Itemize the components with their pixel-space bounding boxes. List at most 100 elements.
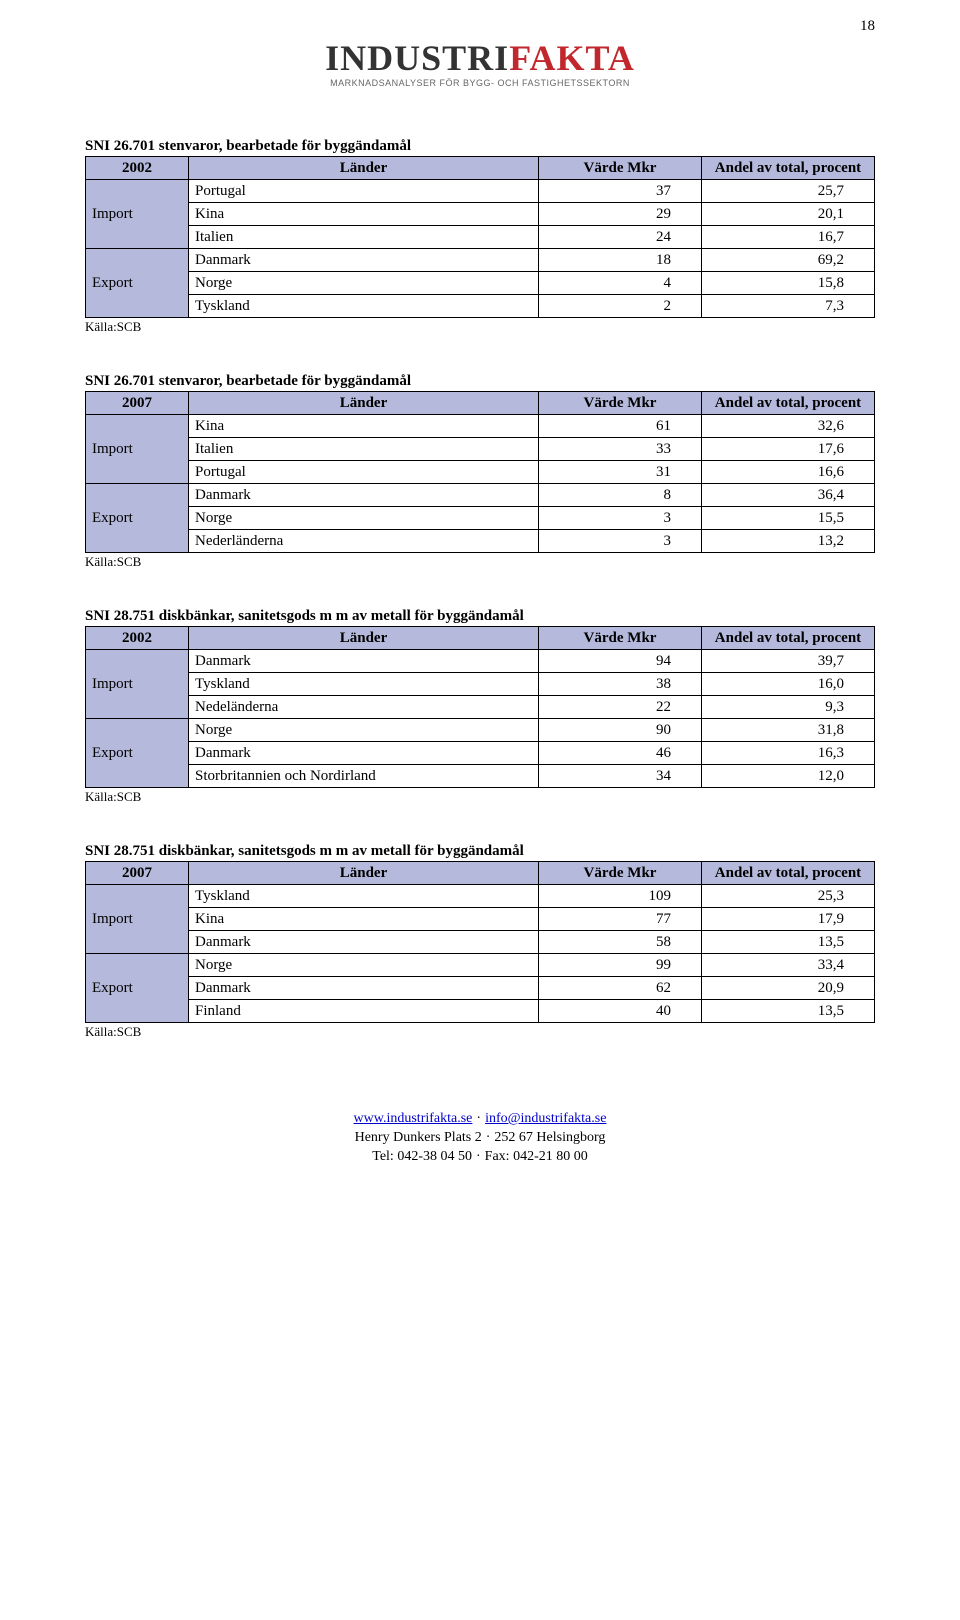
- percent-cell: 20,1: [702, 203, 875, 226]
- separator-dot: ·: [482, 1130, 495, 1145]
- export-label: Export: [86, 954, 189, 1023]
- footer-email-link[interactable]: info@industrifakta.se: [485, 1111, 606, 1126]
- value-cell: 29: [539, 203, 702, 226]
- value-cell: 33: [539, 438, 702, 461]
- data-table: 2007LänderVärde MkrAndel av total, proce…: [85, 391, 875, 553]
- country-cell: Finland: [189, 1000, 539, 1023]
- value-cell: 8: [539, 484, 702, 507]
- table-title: SNI 28.751 diskbänkar, sanitetsgods m m …: [85, 843, 875, 860]
- header-andel: Andel av total, procent: [702, 157, 875, 180]
- source-label: Källa:SCB: [85, 319, 875, 335]
- separator-dot: ·: [472, 1111, 485, 1126]
- value-cell: 37: [539, 180, 702, 203]
- percent-cell: 39,7: [702, 650, 875, 673]
- value-cell: 31: [539, 461, 702, 484]
- page-number: 18: [860, 18, 875, 35]
- header-lander: Länder: [189, 392, 539, 415]
- table-row: Nederländerna313,2: [86, 530, 875, 553]
- country-cell: Danmark: [189, 931, 539, 954]
- table-row: ImportDanmark9439,7: [86, 650, 875, 673]
- percent-cell: 25,7: [702, 180, 875, 203]
- percent-cell: 13,5: [702, 1000, 875, 1023]
- country-cell: Danmark: [189, 249, 539, 272]
- value-cell: 62: [539, 977, 702, 1000]
- import-label: Import: [86, 180, 189, 249]
- tables-container: SNI 26.701 stenvaror, bearbetade för byg…: [85, 138, 875, 1040]
- percent-cell: 9,3: [702, 696, 875, 719]
- country-cell: Nederländerna: [189, 530, 539, 553]
- value-cell: 4: [539, 272, 702, 295]
- table-row: Norge315,5: [86, 507, 875, 530]
- table-header-row: 2002LänderVärde MkrAndel av total, proce…: [86, 157, 875, 180]
- table-header-row: 2002LänderVärde MkrAndel av total, proce…: [86, 627, 875, 650]
- country-cell: Danmark: [189, 742, 539, 765]
- country-cell: Kina: [189, 203, 539, 226]
- table-row: ImportPortugal3725,7: [86, 180, 875, 203]
- table-row: Nedeländerna229,3: [86, 696, 875, 719]
- value-cell: 3: [539, 530, 702, 553]
- source-label: Källa:SCB: [85, 1024, 875, 1040]
- footer-fax-label: Fax:: [485, 1149, 510, 1164]
- table-header-row: 2007LänderVärde MkrAndel av total, proce…: [86, 862, 875, 885]
- value-cell: 99: [539, 954, 702, 977]
- country-cell: Italien: [189, 226, 539, 249]
- footer-fax: 042-21 80 00: [513, 1149, 588, 1164]
- percent-cell: 13,5: [702, 931, 875, 954]
- table-title: SNI 26.701 stenvaror, bearbetade för byg…: [85, 373, 875, 390]
- footer-web-link[interactable]: www.industrifakta.se: [354, 1111, 473, 1126]
- header-year: 2002: [86, 627, 189, 650]
- country-cell: Nedeländerna: [189, 696, 539, 719]
- country-cell: Danmark: [189, 484, 539, 507]
- percent-cell: 16,3: [702, 742, 875, 765]
- table-row: Tyskland27,3: [86, 295, 875, 318]
- country-cell: Norge: [189, 507, 539, 530]
- source-label: Källa:SCB: [85, 554, 875, 570]
- table-row: ExportNorge9031,8: [86, 719, 875, 742]
- header-andel: Andel av total, procent: [702, 862, 875, 885]
- import-label: Import: [86, 415, 189, 484]
- value-cell: 38: [539, 673, 702, 696]
- value-cell: 40: [539, 1000, 702, 1023]
- country-cell: Tyskland: [189, 673, 539, 696]
- table-row: Portugal3116,6: [86, 461, 875, 484]
- percent-cell: 12,0: [702, 765, 875, 788]
- country-cell: Danmark: [189, 977, 539, 1000]
- percent-cell: 16,6: [702, 461, 875, 484]
- logo-pre: INDUSTRI: [325, 38, 509, 78]
- table-row: Tyskland3816,0: [86, 673, 875, 696]
- footer-tel: 042-38 04 50: [397, 1149, 472, 1164]
- data-table: 2002LänderVärde MkrAndel av total, proce…: [85, 156, 875, 318]
- table-row: Danmark5813,5: [86, 931, 875, 954]
- logo-block: INDUSTRIFAKTA MARKNADSANALYSER FÖR BYGG-…: [85, 40, 875, 88]
- country-cell: Tyskland: [189, 295, 539, 318]
- percent-cell: 25,3: [702, 885, 875, 908]
- header-andel: Andel av total, procent: [702, 627, 875, 650]
- header-lander: Länder: [189, 627, 539, 650]
- header-varde: Värde Mkr: [539, 862, 702, 885]
- table-row: Kina7717,9: [86, 908, 875, 931]
- country-cell: Italien: [189, 438, 539, 461]
- separator-dot: ·: [472, 1149, 485, 1164]
- table-row: ExportDanmark836,4: [86, 484, 875, 507]
- table-row: ImportTyskland10925,3: [86, 885, 875, 908]
- percent-cell: 16,7: [702, 226, 875, 249]
- value-cell: 109: [539, 885, 702, 908]
- percent-cell: 31,8: [702, 719, 875, 742]
- import-label: Import: [86, 650, 189, 719]
- country-cell: Tyskland: [189, 885, 539, 908]
- table-block: SNI 28.751 diskbänkar, sanitetsgods m m …: [85, 843, 875, 1040]
- header-lander: Länder: [189, 862, 539, 885]
- table-title: SNI 28.751 diskbänkar, sanitetsgods m m …: [85, 608, 875, 625]
- table-row: ExportNorge9933,4: [86, 954, 875, 977]
- value-cell: 90: [539, 719, 702, 742]
- table-row: ImportKina6132,6: [86, 415, 875, 438]
- footer-address: Henry Dunkers Plats 2: [355, 1130, 482, 1145]
- country-cell: Norge: [189, 954, 539, 977]
- country-cell: Portugal: [189, 180, 539, 203]
- export-label: Export: [86, 719, 189, 788]
- percent-cell: 16,0: [702, 673, 875, 696]
- value-cell: 3: [539, 507, 702, 530]
- value-cell: 94: [539, 650, 702, 673]
- country-cell: Norge: [189, 719, 539, 742]
- table-row: Kina2920,1: [86, 203, 875, 226]
